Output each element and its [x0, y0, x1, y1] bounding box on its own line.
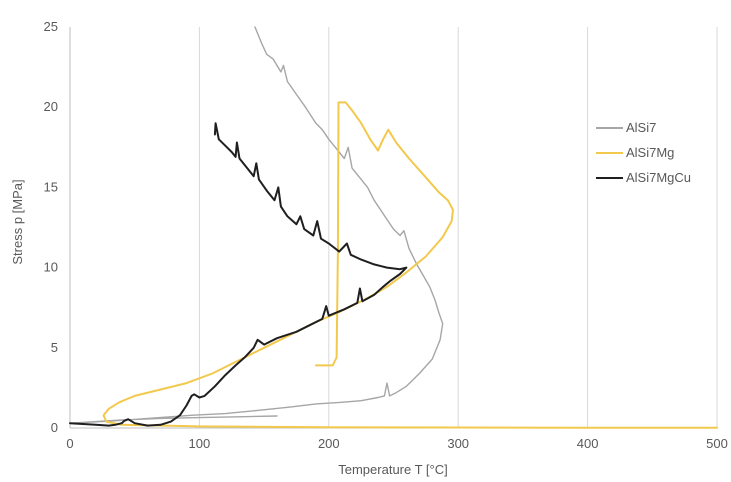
y-tick-label: 20 — [44, 99, 58, 114]
series-line-alsi7mgcu — [69, 122, 408, 427]
x-tick-label: 0 — [66, 436, 73, 451]
legend: AlSi7 AlSi7Mg AlSi7MgCu — [596, 120, 691, 185]
grid-lines — [198, 27, 718, 428]
series-line-alsi7 — [69, 26, 444, 424]
legend-label-alsi7mgcu: AlSi7MgCu — [626, 170, 691, 185]
series-lines — [69, 26, 718, 429]
legend-label-alsi7: AlSi7 — [626, 120, 656, 135]
x-tick-labels: 0 100 200 300 400 500 — [66, 436, 727, 451]
y-tick-label: 5 — [51, 340, 58, 355]
y-tick-label: 15 — [44, 179, 58, 194]
series-line-alsi7mg — [102, 101, 718, 429]
y-axis-title: Stress p [MPa] — [10, 179, 25, 264]
legend-label-alsi7mg: AlSi7Mg — [626, 145, 674, 160]
x-tick-label: 400 — [577, 436, 599, 451]
y-tick-label: 25 — [44, 19, 58, 34]
y-tick-labels: 0 5 10 15 20 25 — [44, 19, 58, 435]
x-axis-title: Temperature T [°C] — [338, 462, 447, 477]
x-tick-label: 100 — [189, 436, 211, 451]
y-tick-label: 10 — [44, 260, 58, 275]
x-tick-label: 500 — [706, 436, 728, 451]
y-tick-label: 0 — [51, 420, 58, 435]
x-tick-label: 300 — [447, 436, 469, 451]
x-tick-label: 200 — [318, 436, 340, 451]
